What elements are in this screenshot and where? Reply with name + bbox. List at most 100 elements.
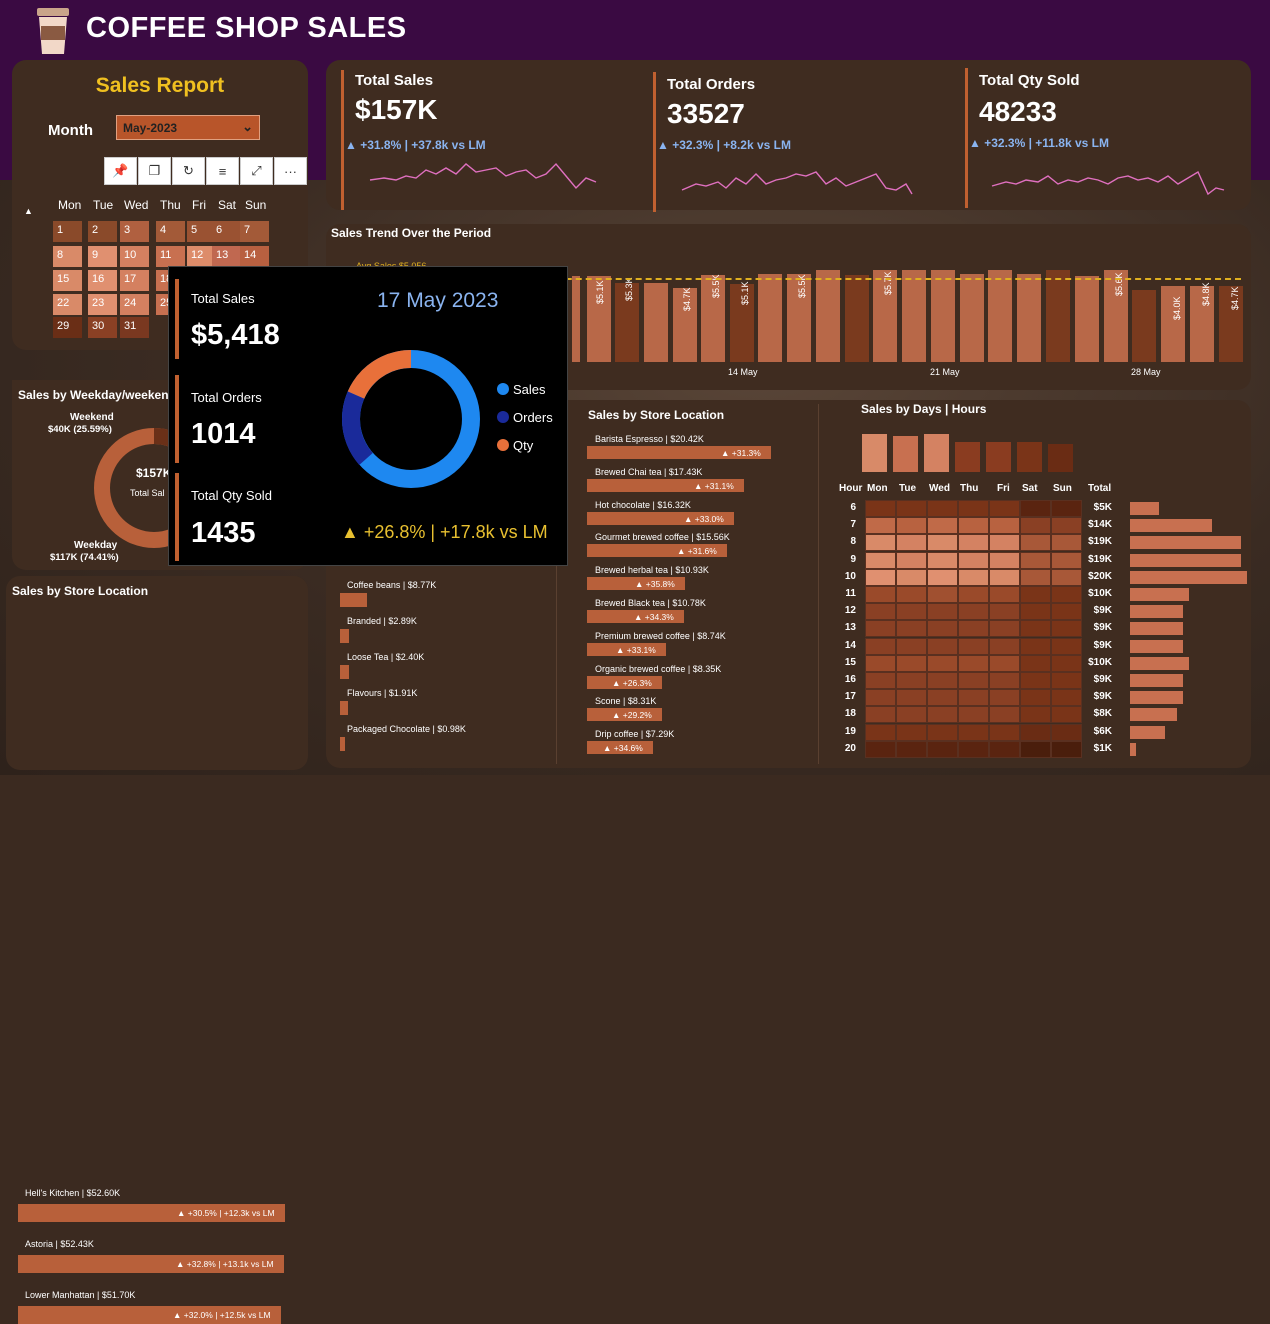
category-bar[interactable] <box>340 665 349 679</box>
category-bar[interactable] <box>340 629 349 643</box>
heatmap-cell[interactable] <box>1051 654 1082 672</box>
heatmap-cell[interactable] <box>865 654 896 672</box>
heatmap-cell[interactable] <box>1051 723 1082 741</box>
trend-bar[interactable] <box>845 275 869 362</box>
filter-icon[interactable]: ≡ <box>206 157 239 185</box>
trend-bar[interactable] <box>1190 286 1214 362</box>
calendar-collapse-icon[interactable]: ▲ <box>24 206 33 216</box>
category-bar[interactable] <box>340 701 348 715</box>
heatmap-cell[interactable] <box>989 517 1020 535</box>
heatmap-cell[interactable] <box>896 551 927 569</box>
day-total-bar[interactable] <box>1017 442 1042 472</box>
heatmap-cell[interactable] <box>896 568 927 586</box>
heatmap-cell[interactable] <box>927 740 958 758</box>
heatmap-cell[interactable] <box>989 586 1020 603</box>
heatmap-cell[interactable] <box>1051 706 1082 724</box>
calendar-day[interactable]: 1 <box>53 221 82 242</box>
month-dropdown[interactable]: May-2023 ⌄ <box>116 115 260 140</box>
heatmap-cell[interactable] <box>1051 517 1082 535</box>
heatmap-cell[interactable] <box>927 620 958 638</box>
calendar-day[interactable]: 9 <box>88 246 117 267</box>
trend-bar[interactable] <box>787 274 811 362</box>
calendar-day[interactable]: 7 <box>240 221 269 242</box>
calendar-day[interactable]: 31 <box>120 317 149 338</box>
heatmap-cell[interactable] <box>865 672 896 689</box>
heatmap-cell[interactable] <box>927 568 958 586</box>
heatmap-cell[interactable] <box>896 620 927 638</box>
heatmap-cell[interactable] <box>1020 706 1051 724</box>
heatmap-cell[interactable] <box>1020 637 1051 655</box>
category-bar[interactable] <box>340 737 345 751</box>
heatmap-cell[interactable] <box>927 672 958 689</box>
heatmap-cell[interactable] <box>896 517 927 535</box>
heatmap-cell[interactable] <box>927 637 958 655</box>
product-type-bar[interactable] <box>587 577 685 591</box>
heatmap-cell[interactable] <box>989 672 1020 689</box>
drill-icon[interactable]: ↻ <box>172 157 205 185</box>
hour-total-bar[interactable] <box>1130 708 1177 722</box>
calendar-day[interactable]: 22 <box>53 294 82 315</box>
heatmap-cell[interactable] <box>958 586 989 603</box>
pin-icon[interactable]: 📌 <box>104 157 137 185</box>
heatmap-cell[interactable] <box>865 568 896 586</box>
heatmap-cell[interactable] <box>865 740 896 758</box>
calendar-day[interactable]: 13 <box>212 246 241 267</box>
hour-total-bar[interactable] <box>1130 674 1183 687</box>
heatmap-cell[interactable] <box>927 603 958 621</box>
heatmap-cell[interactable] <box>989 534 1020 552</box>
hour-total-bar[interactable] <box>1130 536 1242 550</box>
heatmap-cell[interactable] <box>1051 603 1082 621</box>
trend-bar[interactable] <box>1219 286 1243 362</box>
trend-bar[interactable] <box>816 270 840 362</box>
calendar-day[interactable]: 14 <box>240 246 269 267</box>
trend-bar[interactable] <box>873 270 897 362</box>
heatmap-cell[interactable] <box>958 620 989 638</box>
heatmap-cell[interactable] <box>958 740 989 758</box>
trend-bar[interactable] <box>673 288 697 362</box>
calendar-day[interactable]: 3 <box>120 221 149 242</box>
heatmap-cell[interactable] <box>958 689 989 707</box>
heatmap-cell[interactable] <box>865 620 896 638</box>
heatmap-cell[interactable] <box>865 517 896 535</box>
heatmap-cell[interactable] <box>896 706 927 724</box>
trend-bar[interactable] <box>1161 286 1185 362</box>
trend-bar[interactable] <box>1104 270 1128 362</box>
heatmap-cell[interactable] <box>1020 603 1051 621</box>
calendar-day[interactable]: 12 <box>187 246 216 267</box>
heatmap-cell[interactable] <box>927 586 958 603</box>
heatmap-cell[interactable] <box>989 603 1020 621</box>
hour-total-bar[interactable] <box>1130 725 1166 739</box>
heatmap-cell[interactable] <box>1020 672 1051 689</box>
focus-mode-icon[interactable]: ⤢ <box>240 157 273 185</box>
calendar-day[interactable]: 24 <box>120 294 149 315</box>
trend-bar[interactable] <box>931 270 955 362</box>
heatmap-cell[interactable] <box>989 551 1020 569</box>
heatmap-cell[interactable] <box>958 637 989 655</box>
heatmap-cell[interactable] <box>958 534 989 552</box>
trend-bar[interactable] <box>1017 274 1041 362</box>
product-type-bar[interactable] <box>587 478 744 492</box>
heatmap-cell[interactable] <box>865 723 896 741</box>
calendar-day[interactable]: 5 <box>187 221 216 242</box>
hour-total-bar[interactable] <box>1130 656 1189 670</box>
heatmap-cell[interactable] <box>896 672 927 689</box>
product-type-bar[interactable] <box>587 642 666 656</box>
calendar-day[interactable]: 23 <box>88 294 117 315</box>
hour-total-bar[interactable] <box>1130 588 1189 601</box>
heatmap-cell[interactable] <box>989 706 1020 724</box>
heatmap-cell[interactable] <box>927 706 958 724</box>
calendar-day[interactable]: 11 <box>156 246 185 267</box>
calendar-day[interactable]: 17 <box>120 270 149 291</box>
heatmap-cell[interactable] <box>865 689 896 707</box>
heatmap-cell[interactable] <box>1020 620 1051 638</box>
heatmap-cell[interactable] <box>927 723 958 741</box>
heatmap-cell[interactable] <box>865 586 896 603</box>
calendar-day[interactable]: 2 <box>88 221 117 242</box>
heatmap-cell[interactable] <box>1051 534 1082 552</box>
calendar-day[interactable]: 29 <box>53 317 82 338</box>
trend-bar[interactable] <box>701 275 725 362</box>
heatmap-cell[interactable] <box>927 534 958 552</box>
hour-total-bar[interactable] <box>1130 605 1183 619</box>
day-total-bar[interactable] <box>893 436 918 472</box>
trend-bar[interactable] <box>758 274 782 362</box>
